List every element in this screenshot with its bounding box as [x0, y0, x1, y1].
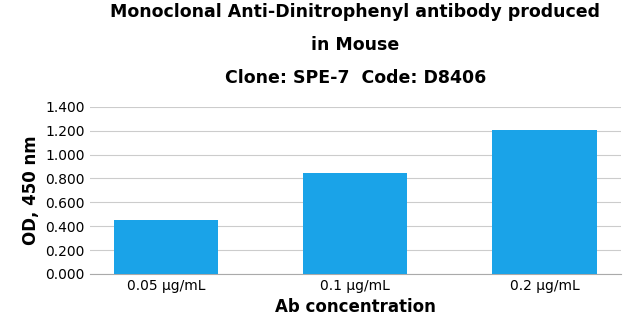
Text: in Mouse: in Mouse [311, 36, 399, 54]
Y-axis label: OD, 450 nm: OD, 450 nm [22, 136, 40, 245]
Bar [303, 173, 407, 274]
Bar [493, 130, 596, 274]
Text: Monoclonal Anti-Dinitrophenyl antibody produced: Monoclonal Anti-Dinitrophenyl antibody p… [110, 3, 600, 21]
Text: Clone: SPE-7  Code: D8406: Clone: SPE-7 Code: D8406 [225, 69, 486, 88]
X-axis label: Ab concentration: Ab concentration [275, 298, 436, 316]
Bar [114, 220, 218, 274]
